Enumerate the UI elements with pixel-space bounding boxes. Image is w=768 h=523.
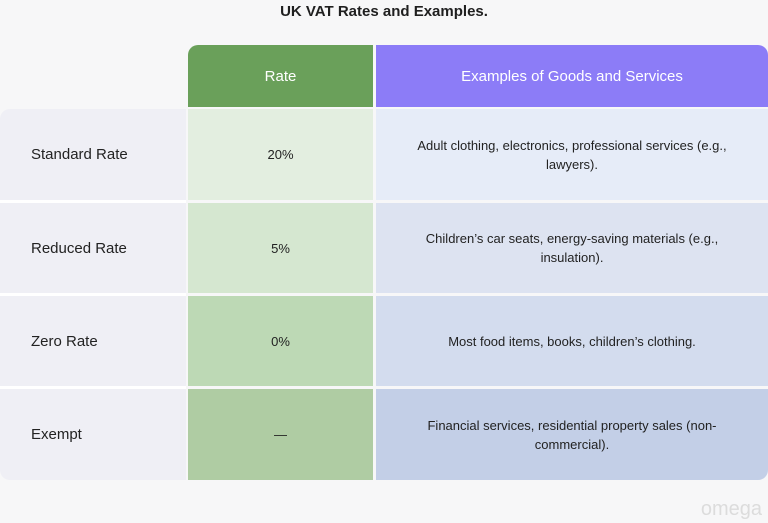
examples-cell: Financial services, residential property…: [376, 389, 768, 480]
examples-cell: Most food items, books, children’s cloth…: [376, 296, 768, 386]
header-examples: Examples of Goods and Services: [376, 45, 768, 107]
omega-logo: omega: [700, 498, 762, 520]
row-divider: [0, 293, 186, 296]
header-rate: Rate: [188, 45, 373, 107]
rate-cell: 20%: [188, 109, 373, 200]
row-label: Reduced Rate: [31, 239, 127, 257]
row-label: Exempt: [31, 426, 82, 443]
row-label: Standard Rate: [31, 146, 128, 163]
rate-cell: 0%: [188, 296, 373, 386]
row-divider: [0, 386, 186, 389]
examples-cell: Adult clothing, electronics, professiona…: [376, 109, 768, 200]
rate-cell: 5%: [188, 203, 373, 293]
row-divider: [0, 200, 186, 203]
row-label: Zero Rate: [31, 332, 98, 350]
rate-cell: —: [188, 389, 373, 480]
examples-cell: Children’s car seats, energy-saving mate…: [376, 203, 768, 293]
page-title: UK VAT Rates and Examples.: [280, 3, 488, 20]
